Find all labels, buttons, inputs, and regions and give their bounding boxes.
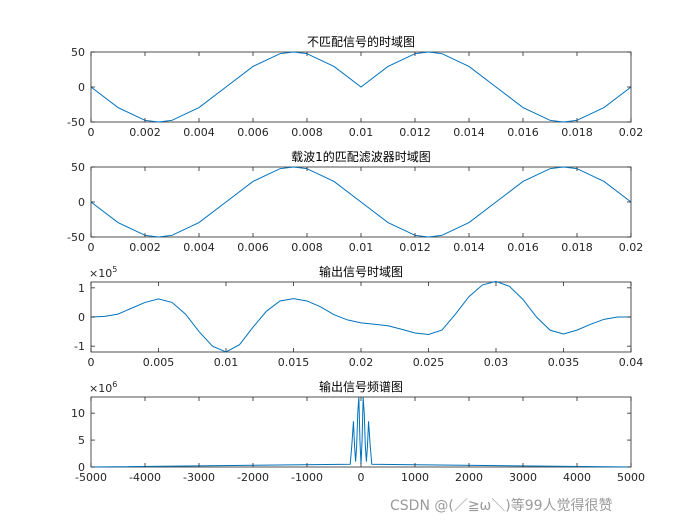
x-tick-label: 0: [88, 356, 95, 369]
x-tick-label: 2000: [455, 471, 483, 484]
subplot-2: 0 0.002 0.004 0.006 0.008 0.01 0.012 0.014 0.016…: [67, 149, 643, 254]
x-tick-label: 1000: [401, 471, 429, 484]
y-tick-label: 1: [78, 282, 85, 295]
x-tick-label: 0.01: [349, 241, 374, 254]
axes-box: [90, 281, 632, 353]
y-tick-label: 5: [78, 434, 85, 447]
x-tick-label: -1000: [291, 471, 323, 484]
y-tick-label: 10: [71, 407, 85, 420]
y-tick-label: 0: [78, 461, 85, 474]
x-tick-label: -5000: [75, 471, 107, 484]
x-tick-label: 0.006: [237, 126, 269, 139]
y-tick-label: -1: [74, 340, 85, 353]
x-tick-label: 0.015: [278, 356, 310, 369]
series-line: [90, 166, 632, 238]
subplot-3: 0 0.005 0.01 0.015 0.02 0.025 0.03 0.035 0.0410-…: [74, 264, 643, 369]
subplot-title: 输出信号频谱图: [319, 379, 403, 394]
x-tick-label: 0.01: [349, 126, 374, 139]
x-tick-label: 0.006: [237, 241, 269, 254]
x-tick-label: 0.02: [619, 241, 644, 254]
y-tick-label: -50: [67, 116, 85, 129]
x-tick-label: 0.016: [507, 126, 539, 139]
x-tick-label: 0.025: [413, 356, 445, 369]
x-tick-label: 0.002: [129, 126, 161, 139]
x-tick-label: 0.035: [548, 356, 580, 369]
x-tick-label: 0.014: [453, 241, 485, 254]
y-tick-label: 0: [78, 311, 85, 324]
x-tick-label: 3000: [509, 471, 537, 484]
x-tick-label: 0.02: [619, 126, 644, 139]
y-tick-label: -50: [67, 231, 85, 244]
subplot-1: 0 0.002 0.004 0.006 0.008 0.01 0.012 0.014 0.016…: [67, 34, 643, 139]
y-tick-label: 0: [78, 196, 85, 209]
series-line: [90, 51, 632, 123]
subplot-4: -5000 -4000 -3000 -2000 -1000 0 1000 2000 3000 40…: [71, 379, 645, 484]
x-tick-label: 0.018: [561, 241, 593, 254]
x-tick-label: 0.03: [484, 356, 509, 369]
x-tick-label: 0.002: [129, 241, 161, 254]
x-tick-label: 0: [358, 471, 365, 484]
x-tick-label: 0: [88, 241, 95, 254]
x-tick-label: 0.04: [619, 356, 644, 369]
x-tick-label: 0.01: [214, 356, 239, 369]
x-tick-label: 0.008: [291, 126, 323, 139]
x-tick-label: 0.004: [183, 241, 215, 254]
y-tick-label: 50: [71, 161, 85, 174]
y-exponent-label: ×106: [89, 380, 117, 395]
x-tick-label: 4000: [563, 471, 591, 484]
x-tick-label: 0.02: [349, 356, 374, 369]
x-tick-label: 0.005: [143, 356, 175, 369]
subplot-title: 不匹配信号的时域图: [307, 34, 415, 49]
x-tick-label: -2000: [237, 471, 269, 484]
x-tick-label: 0.018: [561, 126, 593, 139]
x-tick-label: 0.008: [291, 241, 323, 254]
series-line: [90, 280, 631, 353]
x-tick-label: 0.012: [399, 241, 431, 254]
subplot-title: 输出信号时域图: [319, 264, 403, 279]
subplot-title: 载波1的匹配滤波器时域图: [291, 149, 431, 164]
y-tick-label: 50: [71, 46, 85, 59]
x-tick-label: -3000: [183, 471, 215, 484]
x-tick-label: 0.012: [399, 126, 431, 139]
x-tick-label: 0.016: [507, 241, 539, 254]
x-tick-label: 5000: [617, 471, 645, 484]
x-tick-label: 0: [88, 126, 95, 139]
x-tick-label: -4000: [129, 471, 161, 484]
x-tick-label: 0.004: [183, 126, 215, 139]
y-exponent-label: ×105: [89, 265, 117, 280]
watermark-text: CSDN @(／≧ω＼)等99人觉得很赞: [390, 497, 613, 514]
y-tick-label: 0: [78, 81, 85, 94]
x-tick-label: 0.014: [453, 126, 485, 139]
